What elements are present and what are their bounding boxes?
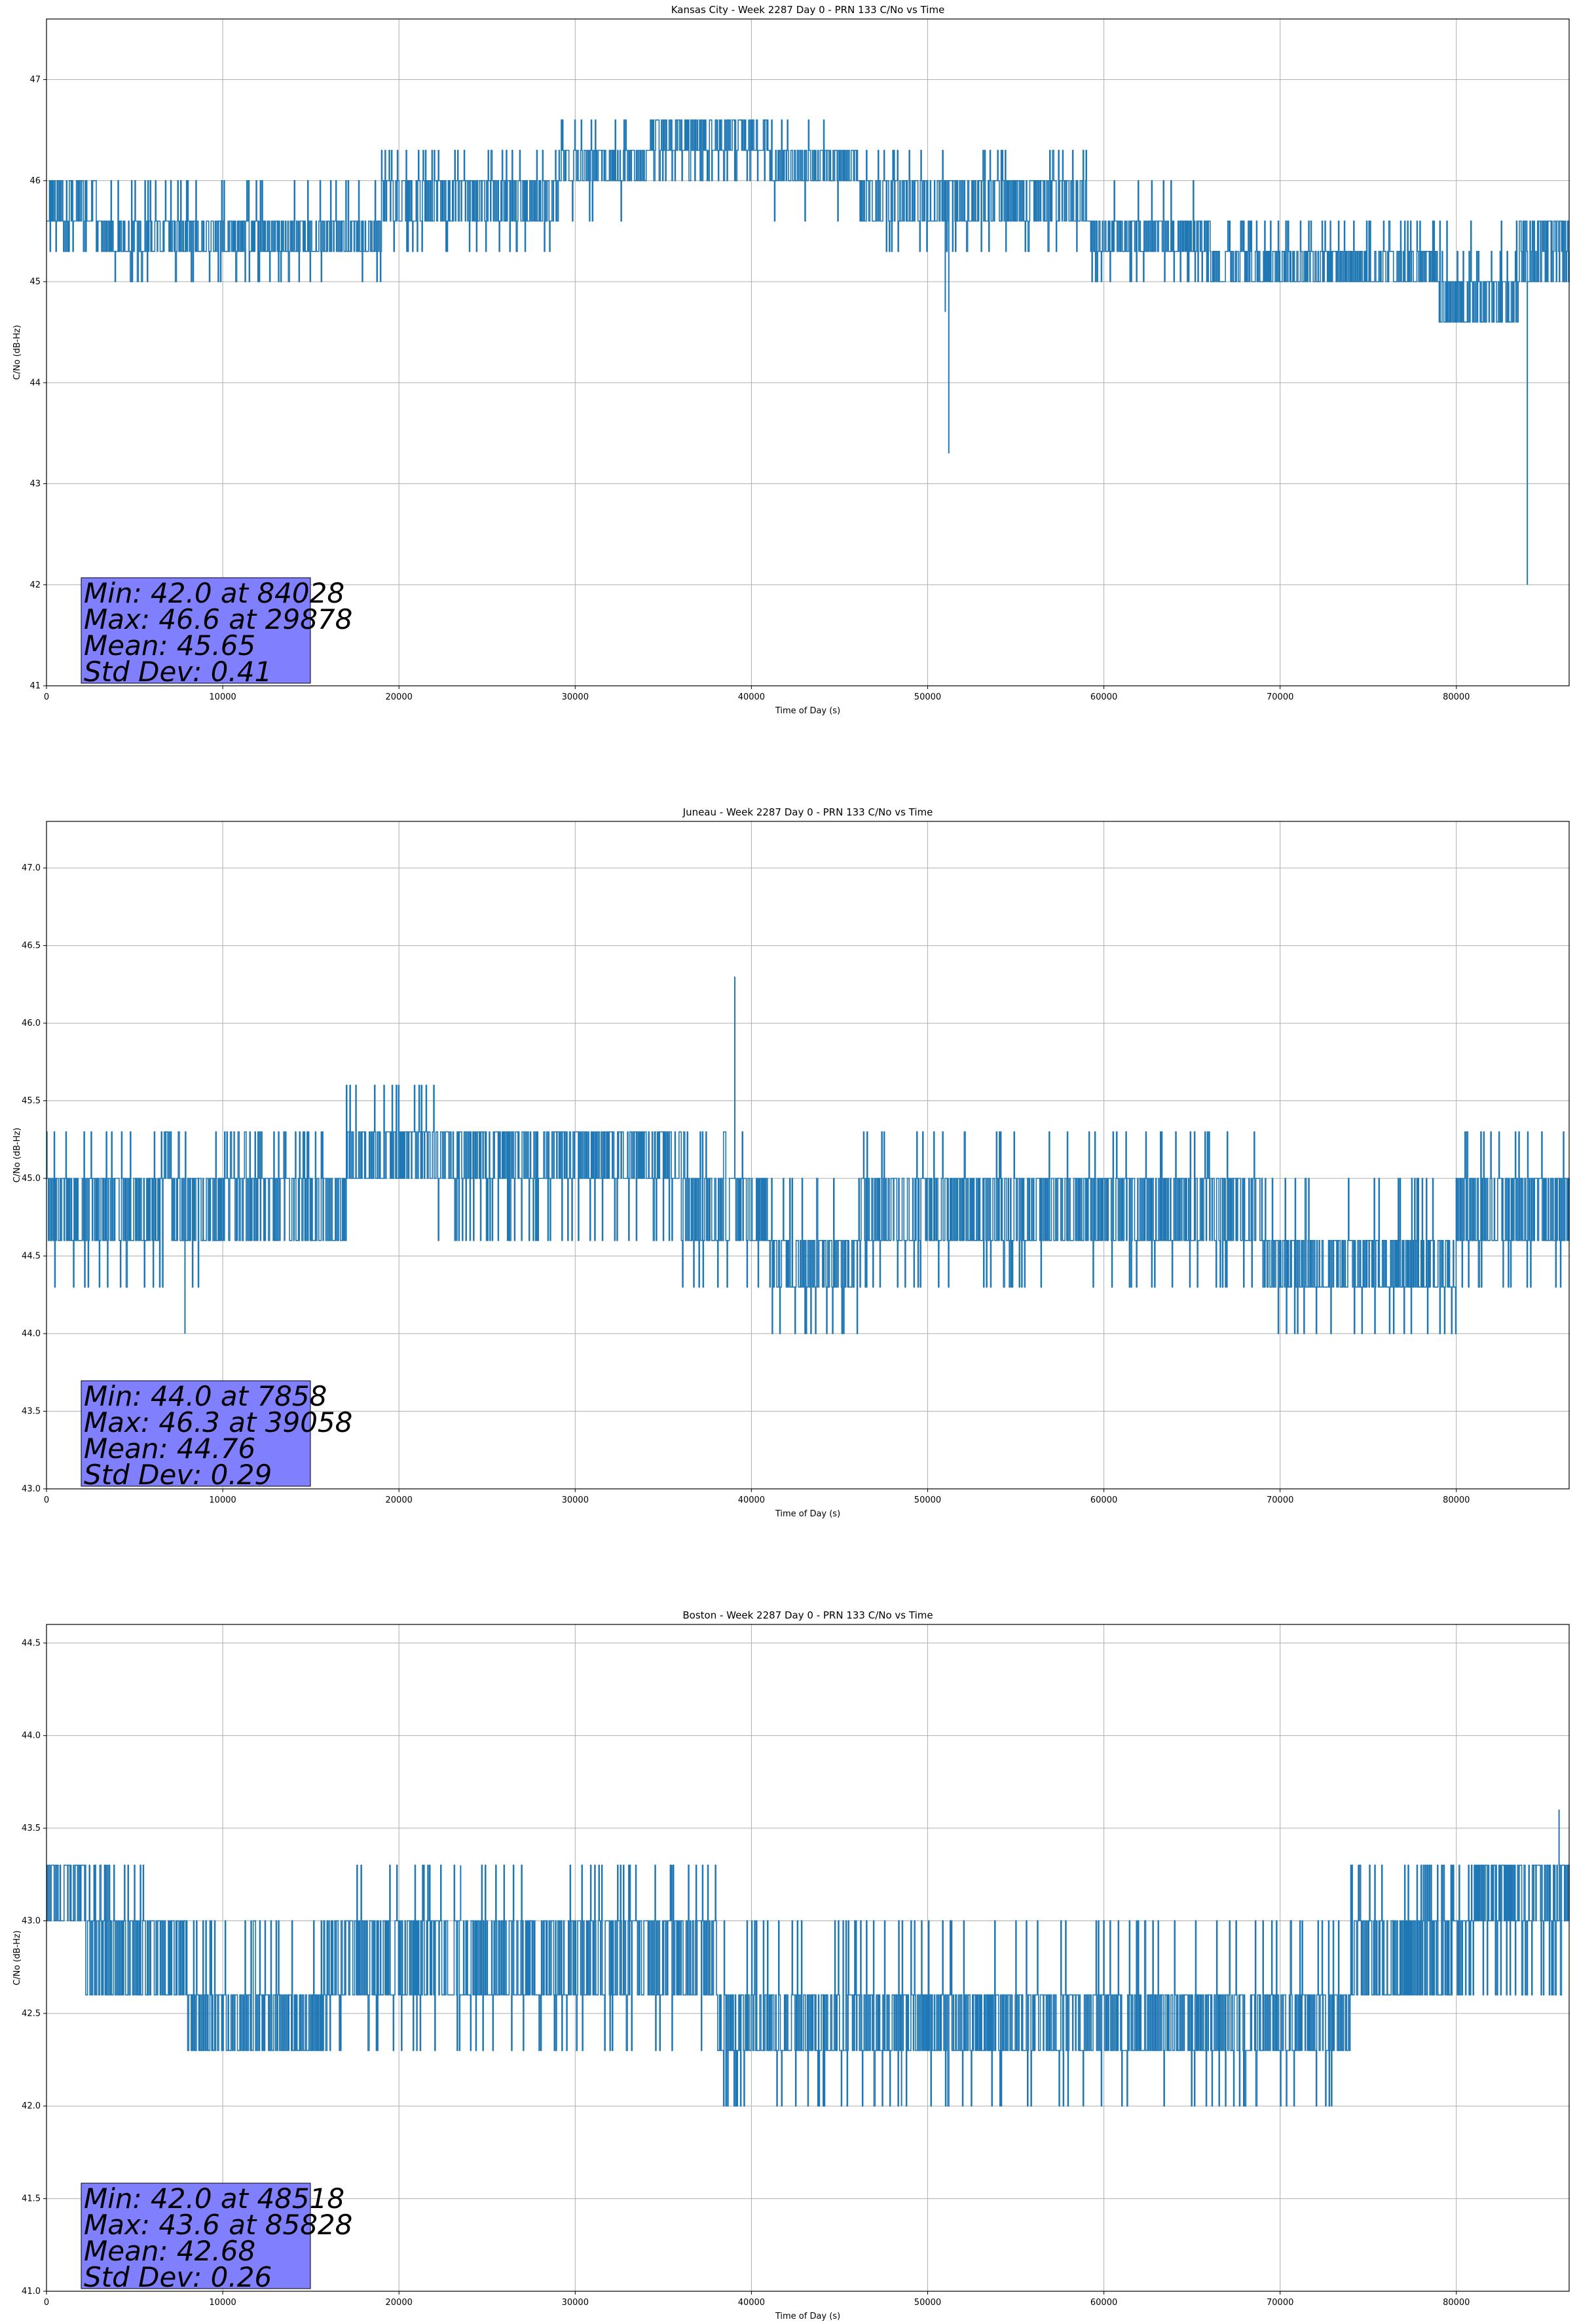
y-tick-label: 43.5 [22,1407,41,1417]
y-tick-label: 45.0 [22,1174,41,1184]
x-tick-label: 0 [44,2298,49,2308]
x-tick-label: 60000 [1090,2298,1117,2308]
y-axis-label: C/No (dB-Hz) [12,1128,22,1183]
y-axis-label: C/No (dB-Hz) [12,325,22,380]
x-tick-label: 10000 [209,1495,236,1505]
x-tick-label: 0 [44,692,49,702]
y-tick-label: 44.5 [22,1252,41,1262]
chart-panel-2: 0 10000 20000 30000 40000 50000 60000 70000 8000… [12,1609,1570,2321]
y-tick-label: 46.5 [22,941,41,951]
chart-panel-1: 0 10000 20000 30000 40000 50000 60000 70000 8000… [12,806,1570,1519]
x-axis-label: Time of Day (s) [775,2312,840,2321]
y-tick-label: 44 [29,378,41,388]
stats-min: Min: 42.0 at 84028 [84,577,344,609]
y-axis-label: C/No (dB-Hz) [12,1930,22,1985]
chart-panel-0: 0 10000 20000 30000 40000 50000 60000 70000 8000… [12,4,1570,716]
y-tick-label: 41.0 [22,2287,41,2296]
x-tick-label: 50000 [914,1495,941,1505]
cno-series-line [46,1085,1570,1334]
x-tick-label: 80000 [1443,692,1470,702]
stats-std: Std Dev: 0.41 [84,656,272,688]
x-tick-label: 20000 [386,1495,413,1505]
x-tick-label: 70000 [1267,2298,1293,2308]
y-tick-label: 46.0 [22,1019,41,1028]
y-tick-label: 42.5 [22,2009,41,2019]
x-tick-label: 40000 [738,1495,765,1505]
y-tick-label: 47.0 [22,863,41,873]
stats-min: Min: 42.0 at 48518 [84,2183,344,2215]
x-tick-label: 30000 [562,692,589,702]
stats-std: Std Dev: 0.26 [84,2261,272,2293]
y-tick-label: 44.0 [22,1329,41,1339]
chart-title: Kansas City - Week 2287 Day 0 - PRN 133 … [671,4,945,16]
y-tick-label: 43.0 [22,1484,41,1494]
stats-mean: Mean: 42.68 [84,2235,255,2267]
chart-title: Juneau - Week 2287 Day 0 - PRN 133 C/No … [682,806,933,818]
y-tick-label: 44.5 [22,1638,41,1648]
x-tick-label: 70000 [1267,1495,1293,1505]
y-tick-label: 45 [29,277,41,287]
stats-box [81,2183,311,2289]
y-tick-label: 45.5 [22,1096,41,1106]
stats-min: Min: 44.0 at 7858 [84,1380,327,1412]
y-tick-label: 42.0 [22,2101,41,2111]
x-axis-label: Time of Day (s) [775,706,840,716]
x-tick-label: 20000 [386,2298,413,2308]
x-tick-label: 60000 [1090,692,1117,702]
y-tick-label: 41.5 [22,2194,41,2204]
y-tick-label: 43 [29,479,41,489]
stats-std: Std Dev: 0.29 [84,1459,272,1491]
y-tick-label: 43.0 [22,1916,41,1926]
stats-box [81,1380,311,1487]
x-tick-label: 10000 [209,2298,236,2308]
x-tick-label: 40000 [738,692,765,702]
y-tick-label: 47 [29,75,41,85]
axes-frame [46,821,1570,1490]
y-tick-label: 42 [29,580,41,590]
y-tick-label: 46 [29,176,41,186]
chart-title: Boston - Week 2287 Day 0 - PRN 133 C/No … [682,1609,933,1621]
y-tick-label: 44.0 [22,1731,41,1741]
stats-max: Max: 46.6 at 29878 [84,603,352,635]
x-tick-label: 70000 [1267,692,1293,702]
x-tick-label: 60000 [1090,1495,1117,1505]
stats-max: Max: 46.3 at 39058 [84,1406,352,1438]
stats-box [81,577,311,684]
x-tick-label: 30000 [562,1495,589,1505]
axes-frame [46,18,1570,686]
cno-series-line [46,1864,1570,2107]
cno-series-line [46,119,1570,323]
x-tick-label: 80000 [1443,2298,1470,2308]
x-tick-label: 0 [44,1495,49,1505]
x-tick-label: 80000 [1443,1495,1470,1505]
x-tick-label: 10000 [209,692,236,702]
x-axis-label: Time of Day (s) [775,1509,840,1519]
y-tick-label: 41 [29,681,41,691]
x-tick-label: 40000 [738,2298,765,2308]
x-tick-label: 20000 [386,692,413,702]
stats-mean: Mean: 44.76 [84,1433,255,1465]
x-tick-label: 50000 [914,2298,941,2308]
y-tick-label: 43.5 [22,1824,41,1833]
axes-frame [46,1624,1570,2292]
stats-max: Max: 43.6 at 85828 [84,2209,352,2241]
x-tick-label: 30000 [562,2298,589,2308]
stats-mean: Mean: 45.65 [84,629,255,662]
x-tick-label: 50000 [914,692,941,702]
